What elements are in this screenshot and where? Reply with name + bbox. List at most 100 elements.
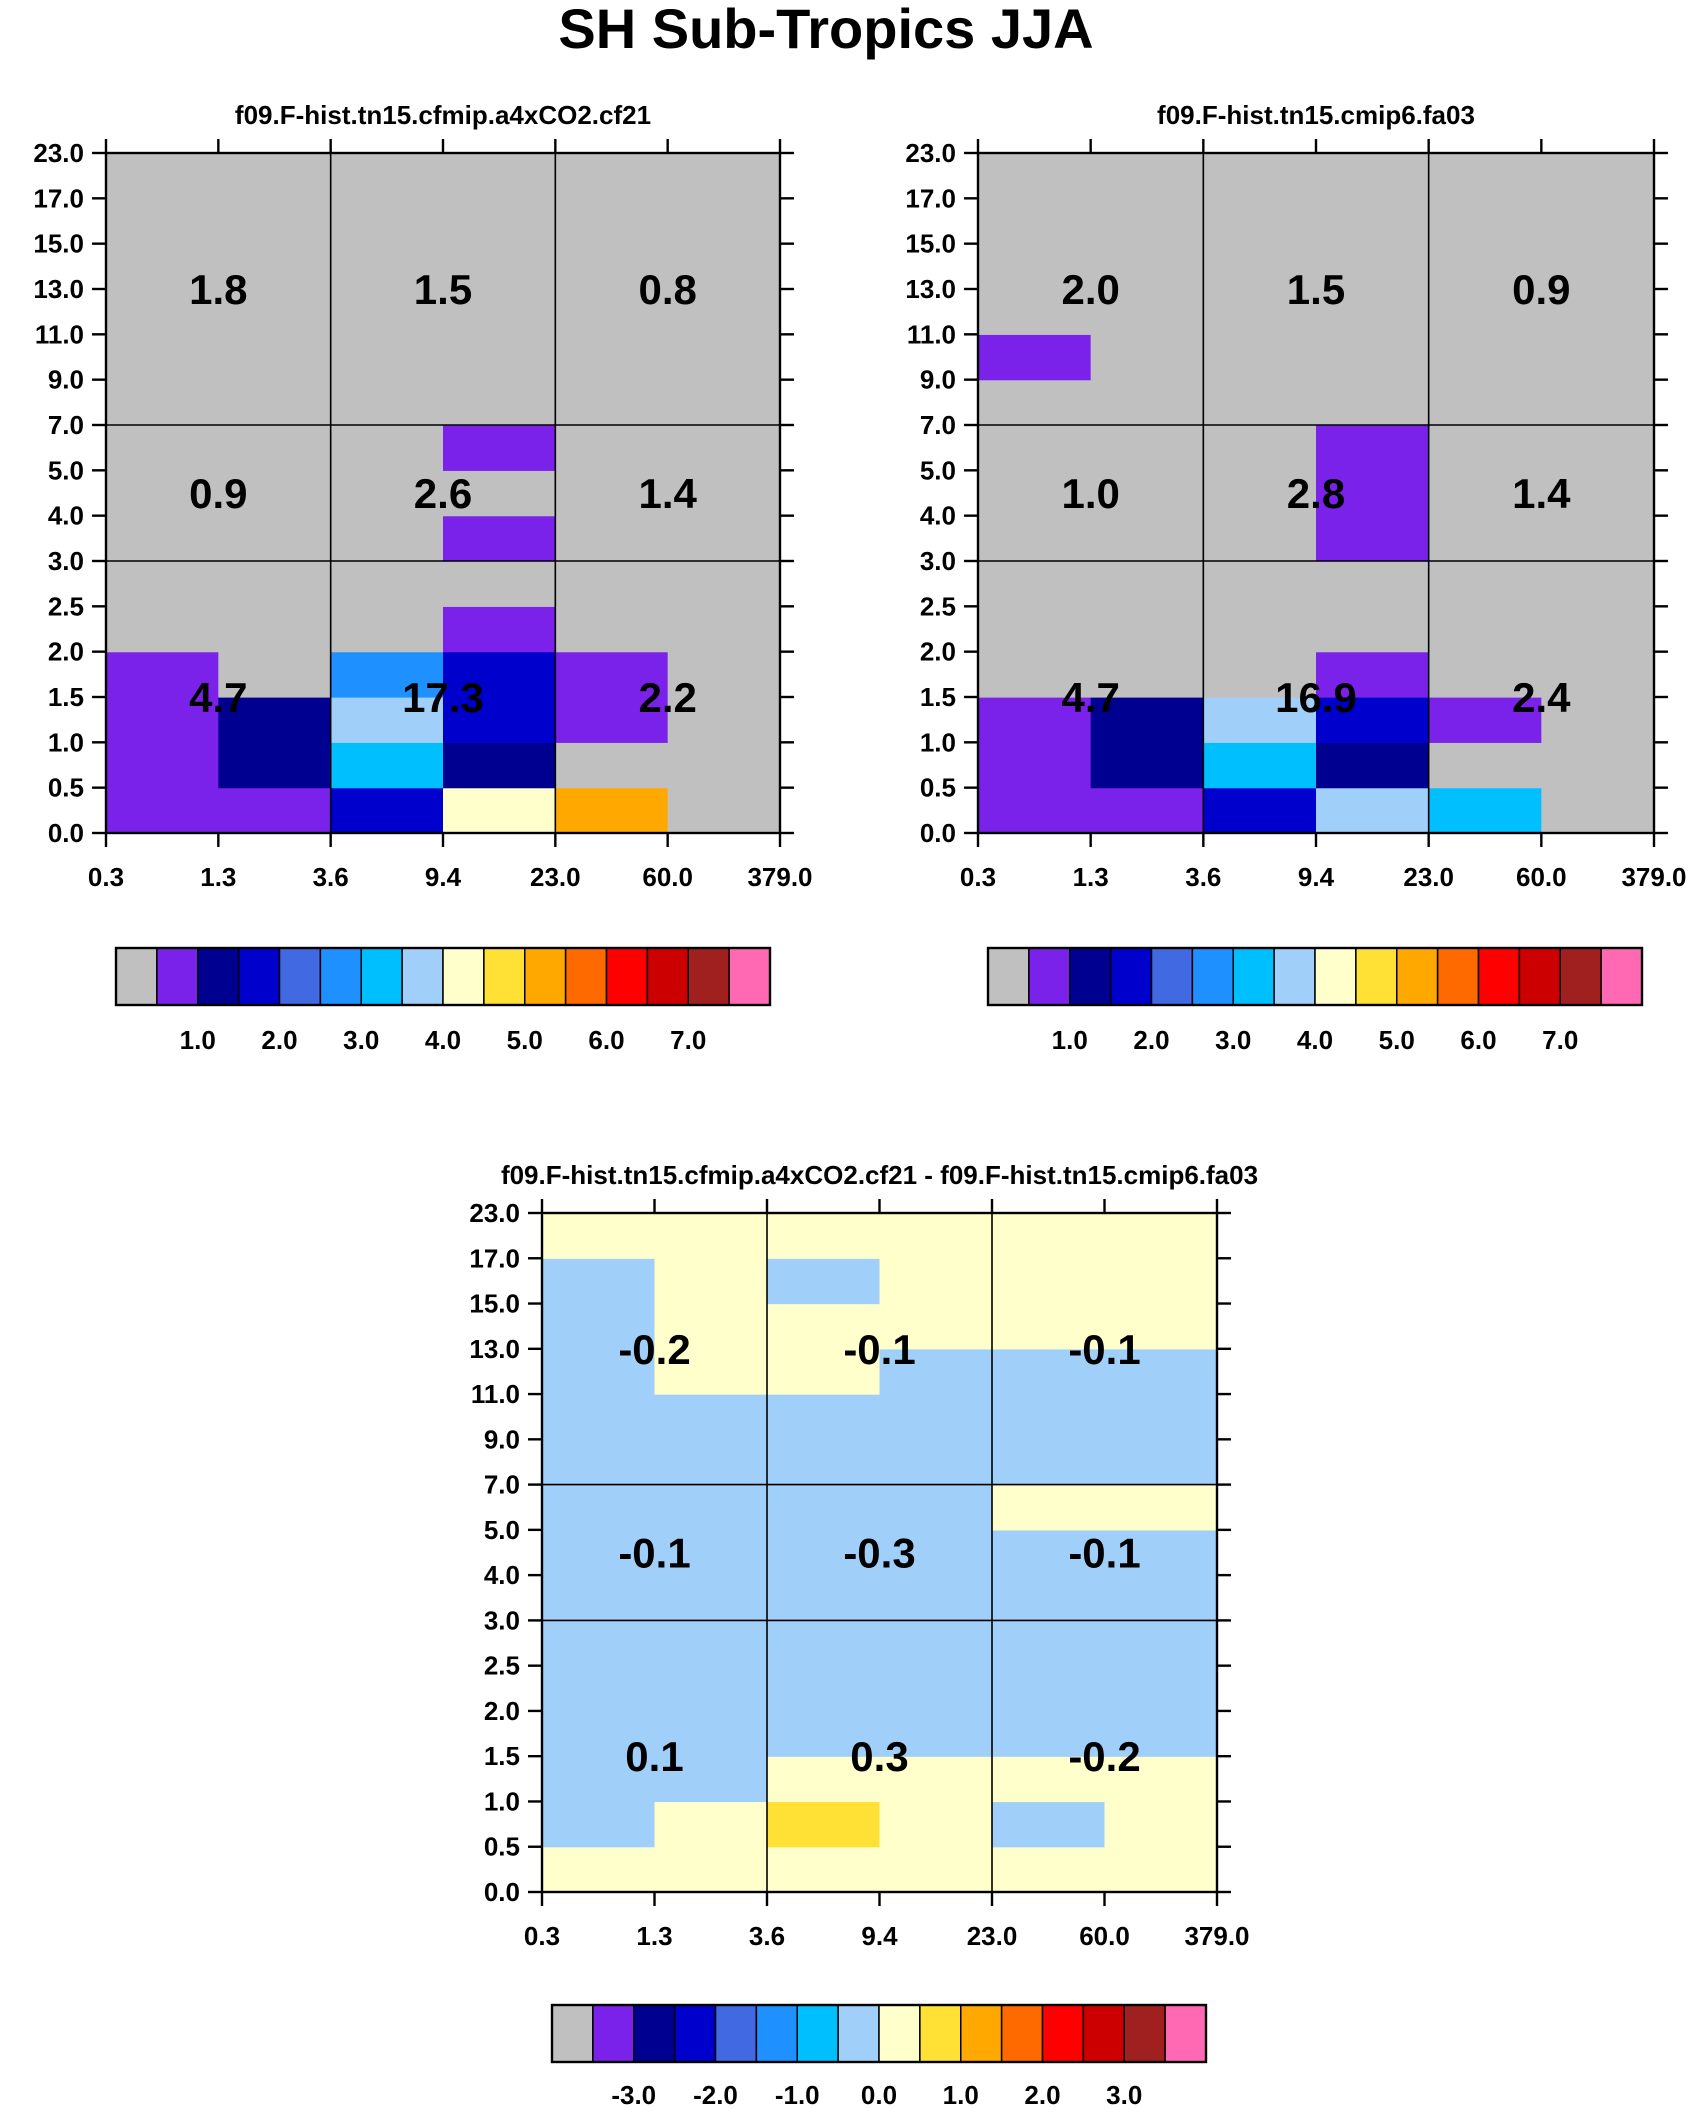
- heatmap-cell: [555, 334, 669, 381]
- heatmap-cell: [1104, 1258, 1218, 1305]
- colorbar-swatch: [1082, 2004, 1125, 2063]
- heatmap-cell: [106, 561, 219, 607]
- heatmap-cell: [330, 153, 444, 199]
- heatmap-cell: [1090, 198, 1204, 245]
- heatmap-cell: [992, 1484, 1106, 1531]
- heatmap-cell: [1541, 606, 1655, 653]
- x-tick-label: 23.0: [1403, 862, 1454, 892]
- colorbar-label: 7.0: [670, 1025, 706, 1055]
- y-tick-label: 0.5: [920, 773, 956, 803]
- heatmap-cell: [654, 1846, 768, 1893]
- heatmap-cell: [106, 379, 219, 426]
- y-tick-label: 3.0: [920, 546, 956, 576]
- heatmap-cell: [1090, 243, 1204, 290]
- x-tick-label: 9.4: [425, 862, 462, 892]
- heatmap-cell: [218, 606, 332, 653]
- colorbar-swatch: [1028, 947, 1071, 1006]
- heatmap-cell: [1203, 787, 1317, 834]
- heatmap-cell: [879, 1213, 993, 1259]
- heatmap-cell: [106, 742, 219, 789]
- heatmap-cell: [1203, 198, 1317, 245]
- y-tick-label: 1.0: [484, 1786, 520, 1816]
- colorbar-swatch: [1600, 947, 1643, 1006]
- heatmap-cell: [978, 470, 1092, 517]
- heatmap-cell: [879, 1665, 993, 1712]
- group-value-label: 0.3: [850, 1733, 908, 1780]
- heatmap-cell: [330, 561, 444, 607]
- colorbar-swatch: [1355, 947, 1398, 1006]
- colorbar-label: -2.0: [693, 2080, 738, 2109]
- heatmap-cell: [555, 697, 669, 743]
- heatmap-cell: [106, 515, 219, 562]
- heatmap-cell: [1090, 379, 1204, 426]
- heatmap-cell: [978, 561, 1092, 607]
- colorbar-swatch: [237, 947, 281, 1006]
- heatmap-cell: [1428, 153, 1542, 199]
- heatmap-cell: [106, 470, 219, 517]
- colorbar-swatch: [1518, 947, 1561, 1006]
- heatmap-cell: [667, 651, 781, 698]
- colorbar-label: 6.0: [588, 1025, 624, 1055]
- heatmap-cell: [555, 742, 669, 789]
- heatmap-cell: [555, 243, 669, 290]
- heatmap-cell: [330, 289, 444, 335]
- heatmap-cell: [1428, 334, 1542, 381]
- heatmap-cell: [1090, 153, 1204, 199]
- heatmap-cell: [330, 334, 444, 381]
- heatmap-cell: [218, 334, 332, 381]
- heatmap-cell: [542, 1394, 656, 1440]
- heatmap-panel-1: f09.F-hist.tn15.cfmip.a4xCO2.cf21 0.0 0.5 1…: [33, 100, 812, 1055]
- heatmap-cell: [879, 1439, 993, 1486]
- colorbar-swatch: [401, 947, 444, 1006]
- heatmap-cell: [978, 334, 1092, 381]
- group-value-label: 1.8: [189, 266, 247, 313]
- heatmap-cell: [218, 697, 332, 743]
- heatmap-cell: [106, 425, 219, 471]
- heatmap-cell: [767, 1258, 881, 1305]
- heatmap-cell: [542, 1575, 656, 1621]
- heatmap-cell: [443, 425, 556, 471]
- y-tick-label: 1.5: [48, 682, 84, 712]
- heatmap-cell: [1104, 1710, 1218, 1757]
- heatmap-cell: [1203, 515, 1317, 562]
- heatmap-cell: [1316, 515, 1430, 562]
- heatmap-cell: [1316, 153, 1430, 199]
- y-tick-label: 1.5: [920, 682, 956, 712]
- heatmap-cell: [1090, 470, 1204, 517]
- group-value-label: 1.0: [1061, 470, 1119, 517]
- heatmap-cell: [218, 470, 332, 517]
- heatmap-cell: [667, 153, 781, 199]
- heatmap-cell: [879, 1620, 993, 1667]
- y-tick-label: 2.5: [920, 591, 956, 621]
- heatmap-cell: [218, 289, 332, 335]
- group-value-label: 1.4: [638, 470, 697, 517]
- heatmap-cell: [978, 787, 1092, 834]
- heatmap-cell: [978, 697, 1092, 743]
- heatmap-cell: [106, 651, 219, 698]
- heatmap-cell: [767, 1303, 881, 1350]
- heatmap-cell: [978, 243, 1092, 290]
- colorbar-label: 1.0: [1052, 1025, 1088, 1055]
- heatmap-cell: [667, 561, 781, 607]
- heatmap-cell: [1541, 198, 1655, 245]
- colorbar-swatch: [551, 2004, 594, 2063]
- heatmap-cell: [555, 379, 669, 426]
- colorbar-swatch: [1123, 2004, 1166, 2063]
- y-tick-label: 9.0: [484, 1424, 520, 1454]
- colorbar-swatch: [878, 2004, 921, 2063]
- heatmap-cell: [879, 1575, 993, 1621]
- y-tick-label: 2.0: [920, 637, 956, 667]
- group-value-label: 4.7: [1061, 674, 1119, 721]
- x-tick-label: 1.3: [636, 1921, 672, 1951]
- heatmap-cell: [542, 1620, 656, 1667]
- colorbar-swatch: [919, 2004, 962, 2063]
- heatmap-cell: [879, 1710, 993, 1757]
- heatmap-cell: [1090, 651, 1204, 698]
- colorbar-label: -3.0: [611, 2080, 656, 2109]
- heatmap-cell: [767, 1394, 881, 1440]
- colorbar-swatch: [1000, 2004, 1044, 2063]
- panel-title: f09.F-hist.tn15.cfmip.a4xCO2.cf21 - f09.…: [501, 1160, 1258, 1190]
- heatmap-cell: [1090, 561, 1204, 607]
- heatmap-cell: [879, 1303, 993, 1350]
